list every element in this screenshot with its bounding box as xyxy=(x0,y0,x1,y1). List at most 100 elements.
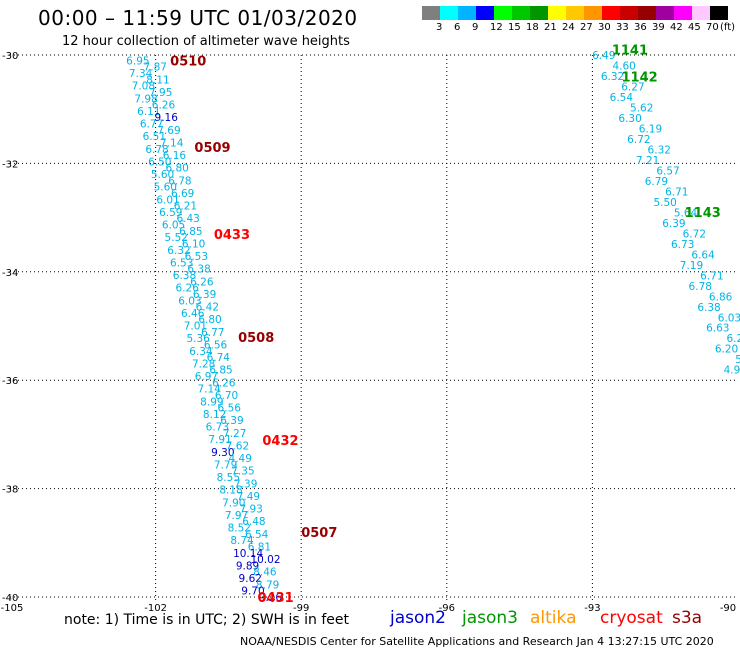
pass-labels: 0510 0509 0433 0508 0432 0507 0431 1141 1142 1143 xyxy=(170,44,721,606)
wave-height-value: 6.53 xyxy=(185,251,208,263)
wave-height-value: 6.32 xyxy=(648,144,671,156)
color-swatch xyxy=(584,6,602,20)
wave-height-value: 6.86 xyxy=(709,291,733,303)
wave-height-value: 7.14 xyxy=(197,384,221,396)
wave-height-value: 6.49 xyxy=(592,50,615,62)
color-swatch xyxy=(620,6,638,20)
wave-height-value: 6.01 xyxy=(156,194,179,206)
wave-height-value: 6.80 xyxy=(198,314,221,326)
page-subtitle: 12 hour collection of altimeter wave hei… xyxy=(62,34,350,49)
legend-item-jason3: jason3 xyxy=(462,608,518,628)
wave-height-value: 7.39 xyxy=(234,478,257,490)
color-scale-tick: 33 xyxy=(616,22,629,33)
wave-height-value: 5.36 xyxy=(186,333,210,345)
wave-height-value: 6.78 xyxy=(689,281,712,293)
wave-height-value: 6.19 xyxy=(639,123,662,135)
wave-height-value: 6.43 xyxy=(176,213,199,225)
wave-height-value: 6.71 xyxy=(665,186,688,198)
color-swatch xyxy=(548,6,566,20)
wave-height-value: 5.60 xyxy=(151,169,174,181)
wave-height-value: 8.52 xyxy=(228,523,251,535)
color-scale-tick: 15 xyxy=(508,22,521,33)
wave-height-value: 5.64 xyxy=(674,207,698,219)
wave-height-value: 7.01 xyxy=(184,321,207,333)
legend-item-cryosat: cryosat xyxy=(600,608,663,628)
color-swatch xyxy=(530,6,548,20)
wave-height-value: 8.74 xyxy=(230,535,254,547)
color-scale-tick: 30 xyxy=(598,22,611,33)
wave-height-value: 6.72 xyxy=(627,134,650,146)
color-swatch xyxy=(512,6,530,20)
wave-height-value: 6.59 xyxy=(159,207,182,219)
wave-height-value: 6.48 xyxy=(242,516,265,528)
wave-height-value: 7.28 xyxy=(192,358,215,370)
wave-height-value: 8.18 xyxy=(219,485,242,497)
wave-height-value: 9.62 xyxy=(239,573,262,585)
wave-height-value: 6.21 xyxy=(174,201,197,213)
wave-height-value: 8.99 xyxy=(200,396,223,408)
wave-height-value: 6.63 xyxy=(706,323,729,335)
wave-height-value: 7.69 xyxy=(157,125,180,137)
color-scale-tick: 70 xyxy=(706,22,719,33)
wave-height-value: 6.26 xyxy=(190,276,214,288)
wave-height-value: 7.49 xyxy=(237,491,260,503)
wave-height-value: 5.52 xyxy=(165,232,188,244)
pass-time-label: 0510 xyxy=(170,54,206,69)
wave-height-value: 6.38 xyxy=(187,264,210,276)
wave-height-value: 4.60 xyxy=(612,60,635,72)
wave-height-value: 8.12 xyxy=(203,409,226,421)
color-swatch xyxy=(602,6,620,20)
wave-height-value: 6.64 xyxy=(691,249,715,261)
wave-height-value: 6.03 xyxy=(178,295,201,307)
wave-height-value: 6.39 xyxy=(193,289,216,301)
wave-height-value: 6.54 xyxy=(245,529,269,541)
legend-item-jason2: jason2 xyxy=(390,608,446,628)
wave-height-value: 6.78 xyxy=(168,175,191,187)
color-swatch xyxy=(710,6,728,20)
wave-height-value: 6.95 xyxy=(126,55,149,67)
wave-height-value: 6.73 xyxy=(206,422,229,434)
wave-height-value: 7.87 xyxy=(144,62,167,74)
y-tick-label: -38 xyxy=(2,485,18,496)
wave-height-value: 9.16 xyxy=(155,112,179,124)
wave-height-value: 7.62 xyxy=(226,440,249,452)
wave-height-value: 7.14 xyxy=(160,137,184,149)
wave-height-value: 8.55 xyxy=(217,472,240,484)
graticule xyxy=(10,54,738,600)
wave-height-value: 6.10 xyxy=(182,238,205,250)
pass-time-label: 0431 xyxy=(258,591,294,606)
wave-height-value: 6.20 xyxy=(715,344,738,356)
wave-height-value: 6.39 xyxy=(220,415,243,427)
axis-labels: -105 -102 -99 -96 -93 -90 -30 -32 -34 -36 -38 -40 xyxy=(1,51,737,614)
wave-height-value: 6.85 xyxy=(179,226,202,238)
color-scale-tick: 24 xyxy=(562,22,575,33)
wave-height-value: 6.56 xyxy=(204,339,228,351)
y-tick-label: -30 xyxy=(2,51,18,62)
wave-height-value: 6.53 xyxy=(170,257,193,269)
pass-time-label: 0433 xyxy=(214,228,250,243)
wave-height-value: 6.72 xyxy=(683,228,706,240)
footer-credit: NOAA/NESDIS Center for Satellite Applica… xyxy=(240,635,714,648)
color-scale-tick: 27 xyxy=(580,22,593,33)
wave-height-value: 10.14 xyxy=(233,548,263,560)
wave-height-value: 4.90 xyxy=(724,365,740,377)
color-scale-tick: 18 xyxy=(526,22,539,33)
color-scale-tick: 21 xyxy=(544,22,557,33)
wave-height-value: 6.32 xyxy=(601,71,624,83)
color-scale-tick: 36 xyxy=(634,22,647,33)
wave-height-value: 6.26 xyxy=(212,377,236,389)
pass-time-label: 0509 xyxy=(194,141,230,156)
wave-height-value: 10.02 xyxy=(250,554,280,566)
wave-height-value: 7.19 xyxy=(680,260,703,272)
wave-height-value: 6.51 xyxy=(143,131,166,143)
pass-time-label: 0432 xyxy=(262,434,298,449)
wave-height-value: 7.21 xyxy=(636,155,659,167)
wave-height-value: 5.60 xyxy=(154,182,177,194)
wave-height-value: 6.78 xyxy=(145,144,168,156)
x-tick-label: -99 xyxy=(293,603,309,614)
wave-height-value: 7.27 xyxy=(223,428,246,440)
x-tick-label: -102 xyxy=(144,603,167,614)
pass-time-label: 1143 xyxy=(685,206,721,221)
wave-height-value: 6.38 xyxy=(173,270,196,282)
x-tick-label: -96 xyxy=(439,603,455,614)
